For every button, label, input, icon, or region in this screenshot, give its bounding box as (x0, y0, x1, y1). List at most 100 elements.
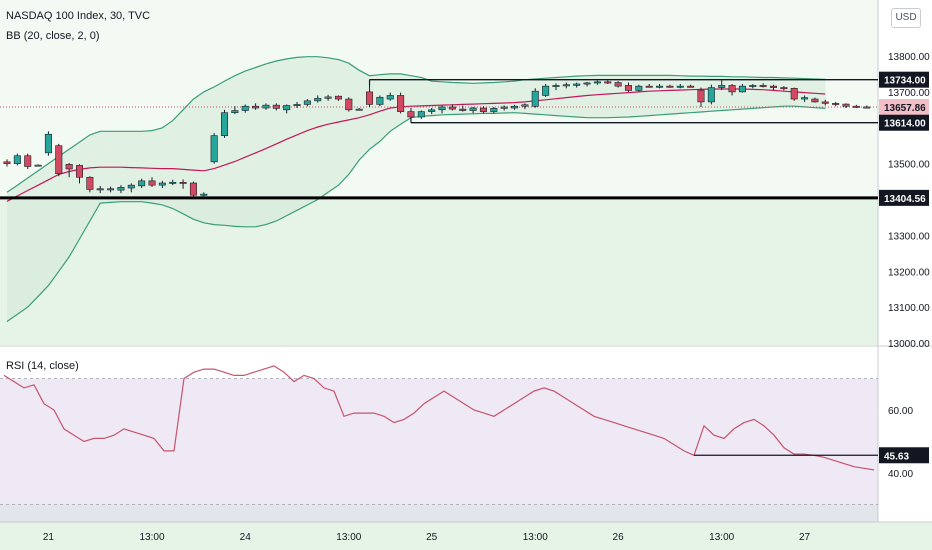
price-tick-label: 13100.00 (888, 303, 930, 314)
symbol-legend[interactable]: NASDAQ 100 Index, 30, TVC (6, 10, 151, 22)
candle-body (469, 107, 477, 111)
candle-body (324, 96, 332, 99)
bollinger-lower-line (6, 105, 826, 322)
bollinger-fill (7, 56, 826, 322)
rsi-tick-label: 60.00 (888, 406, 913, 417)
support-price-tag-bg (879, 189, 929, 206)
candle-body (832, 103, 840, 105)
price-tick-label: 13200.00 (888, 267, 930, 278)
rsi-value-tag-bg (879, 447, 929, 464)
candle-body (811, 98, 819, 103)
resistance-price-tag: 13734.00 (884, 76, 926, 87)
candle-body (283, 105, 291, 111)
range-low-price-tag-bg (879, 114, 929, 131)
candle-body (448, 106, 456, 110)
candle-body (687, 85, 695, 88)
candle-body (511, 105, 519, 109)
candle-body (863, 106, 871, 109)
candle-body (780, 87, 788, 90)
resistance-price-tag-bg (879, 71, 929, 88)
candle-body (34, 164, 42, 167)
candle-body (790, 87, 798, 100)
candle-body (759, 85, 767, 87)
candle-body (13, 155, 21, 164)
rsi-legend[interactable]: RSI (14, close) (6, 360, 79, 372)
rsi-tick-label: 40.00 (888, 469, 913, 480)
candle-body (459, 108, 467, 111)
candle-body (231, 110, 239, 113)
time-tick-label: 27 (799, 532, 811, 543)
price-tick-label: 13800.00 (888, 52, 930, 63)
candle-body (500, 106, 508, 109)
bollinger-upper-line (6, 56, 826, 193)
candle-body (801, 97, 809, 100)
candle-body (479, 107, 487, 112)
candle-body (707, 87, 715, 103)
candle-body (490, 108, 498, 112)
candle-body (107, 188, 115, 191)
candle-body (376, 96, 384, 105)
candle-body (542, 85, 550, 96)
range-low-price-tag: 13614.00 (884, 119, 926, 130)
time-tick-label: 13:00 (139, 532, 164, 543)
candle-body (821, 101, 829, 104)
candle-body (314, 98, 322, 102)
time-tick-label: 21 (43, 532, 55, 543)
candle-body (65, 164, 73, 170)
candle-body (3, 161, 11, 164)
time-tick-label: 24 (240, 532, 252, 543)
candle-body (573, 83, 581, 86)
candle-body (749, 85, 757, 87)
candle-body (697, 89, 705, 103)
candle-body (158, 182, 166, 186)
candle-body (303, 100, 311, 105)
candle-body (148, 180, 156, 186)
bb-legend[interactable]: BB (20, close, 2, 0) (6, 30, 100, 42)
x-axis-bg (0, 522, 932, 550)
price-tick-label: 13700.00 (888, 88, 930, 99)
time-tick-label: 26 (613, 532, 625, 543)
current-price-tag-bg (879, 98, 929, 115)
candle-body (221, 112, 229, 136)
time-tick-label: 13:00 (523, 532, 548, 543)
candle-body (189, 182, 197, 196)
candle-body (272, 104, 280, 109)
candle-body (345, 98, 353, 111)
candle-body (397, 95, 405, 112)
candle-body (179, 181, 187, 184)
rsi-line (3, 365, 875, 471)
candle-body (428, 109, 436, 112)
candle-body (24, 155, 32, 167)
candle-body (738, 85, 746, 93)
candle-body (656, 85, 664, 88)
candle-body (138, 180, 146, 187)
candle-body (614, 82, 622, 87)
candle-body (645, 85, 653, 88)
currency-badge[interactable]: USD (891, 8, 921, 28)
candle-body (604, 81, 612, 84)
candle-body (241, 105, 249, 111)
candle-body (852, 105, 860, 108)
candle-body (728, 85, 736, 93)
candle-body (407, 111, 415, 118)
rsi-lower-zone (0, 504, 878, 522)
price-tick-label: 13000.00 (888, 339, 930, 350)
candle-body (521, 104, 529, 107)
candle-body (355, 108, 363, 111)
time-tick-label: 13:00 (709, 532, 734, 543)
candle-body (624, 85, 632, 91)
candle-body (718, 85, 726, 88)
candle-body (583, 82, 591, 85)
time-tick-label: 25 (426, 532, 438, 543)
candle-body (438, 106, 446, 111)
candle-body (55, 145, 63, 174)
time-tick-label: 13:00 (336, 532, 361, 543)
candle-body (200, 193, 208, 196)
support-zone (0, 197, 878, 345)
candle-body (635, 85, 643, 91)
candle-body (96, 188, 104, 191)
candle-body (676, 85, 684, 88)
candle-body (366, 91, 374, 105)
